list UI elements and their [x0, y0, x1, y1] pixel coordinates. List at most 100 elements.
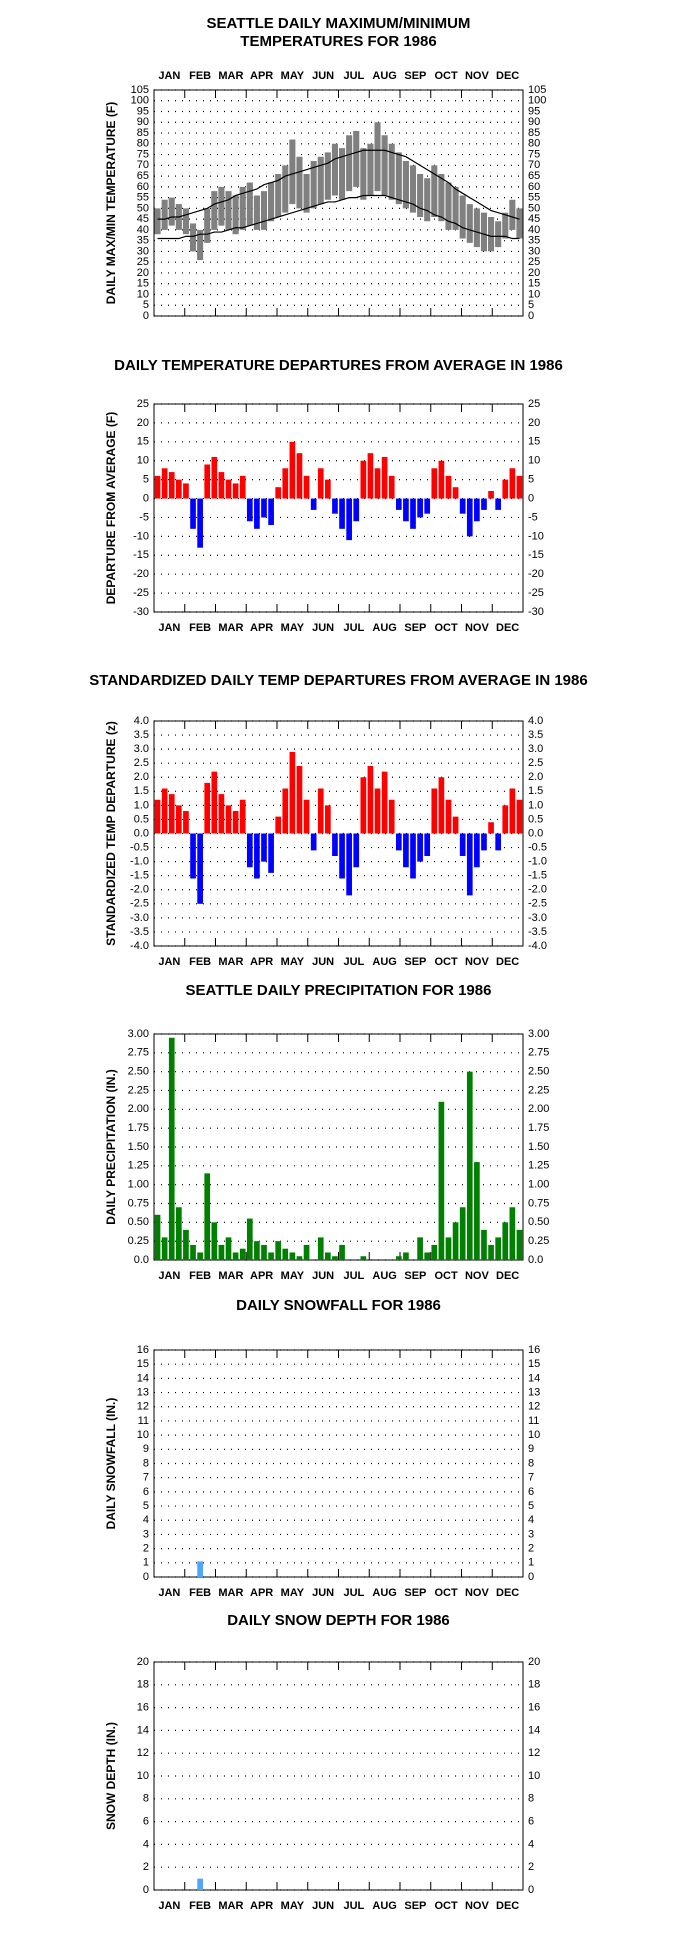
y-tick-label: -15 [133, 549, 149, 561]
bar [239, 475, 246, 499]
y-tick-label: 10 [137, 1429, 149, 1441]
month-label: FEB [189, 1900, 211, 1912]
bar [218, 472, 225, 499]
month-label: DEC [496, 1587, 519, 1599]
month-label: NOV [465, 1270, 490, 1282]
bar [289, 441, 296, 499]
y-tick-label-right: 1 [528, 1557, 534, 1569]
y-tick-label: 1.25 [128, 1160, 149, 1172]
bar [431, 788, 438, 834]
y-tick-label-right: 15 [528, 278, 540, 290]
bar [495, 1237, 502, 1260]
bar [175, 1207, 182, 1260]
y-tick-label: 95 [137, 105, 149, 117]
chart-title: TEMPERATURES FOR 1986 [240, 33, 436, 50]
month-label: MAY [281, 1900, 305, 1912]
y-tick-label: 20 [137, 267, 149, 279]
bar [353, 833, 360, 868]
y-tick-label-right: 70 [528, 159, 540, 171]
bar [218, 1244, 225, 1260]
y-tick-label: 65 [137, 170, 149, 182]
y-tick-label: 4.0 [134, 715, 149, 727]
bar [175, 479, 182, 499]
month-label: APR [250, 622, 273, 634]
month-label: JUN [312, 1270, 334, 1282]
y-tick-label-right: 1.75 [528, 1122, 549, 1134]
chart-title: DAILY TEMPERATURE DEPARTURES FROM AVERAG… [114, 357, 563, 374]
chart-title: SEATTLE DAILY MAXIMUM/MINIMUM [207, 15, 471, 32]
y-tick-label: -1.0 [130, 856, 149, 868]
y-tick-label: 60 [137, 181, 149, 193]
y-tick-label: 25 [137, 256, 149, 268]
y-tick-label-right: 20 [528, 267, 540, 279]
bar [289, 751, 296, 834]
bar [239, 1248, 246, 1260]
y-tick-label: 0 [143, 1884, 149, 1896]
y-tick-label: 3.5 [134, 729, 149, 741]
bar [424, 833, 431, 856]
y-axis-label: DEPARTURE FROM AVERAGE (F) [104, 412, 118, 604]
chart: DAILY SNOWFALL FOR 1986 DAILY SNOWFALL (I… [104, 1297, 540, 1599]
bar [239, 799, 246, 834]
bar [395, 1256, 402, 1260]
bar [332, 833, 338, 856]
bar [339, 833, 345, 879]
y-tick-label: -3.5 [130, 926, 149, 938]
bar [417, 833, 423, 862]
bar [232, 811, 239, 834]
y-tick-label-right: 1.50 [528, 1141, 549, 1153]
bar [339, 1244, 345, 1260]
bar [325, 1252, 331, 1260]
bar [232, 483, 239, 499]
y-tick-label-right: 2.5 [528, 757, 543, 769]
y-tick-label-right: 2 [528, 1861, 534, 1873]
plot-area [153, 1661, 524, 1891]
y-tick-label-right: 15 [528, 436, 540, 448]
y-tick-label-right: 2.50 [528, 1066, 549, 1078]
y-tick-label-right: 1.0 [528, 799, 543, 811]
y-tick-label: 50 [137, 202, 149, 214]
bar [403, 498, 409, 522]
y-tick-label: 0.75 [128, 1197, 149, 1209]
bar [261, 833, 267, 862]
y-tick-label: 25 [137, 398, 149, 410]
y-tick-label: 45 [137, 213, 149, 225]
bar [381, 456, 388, 499]
y-tick-label-right: -1.0 [528, 856, 547, 868]
y-tick-label-right: 10 [528, 288, 540, 300]
bar [183, 811, 189, 834]
y-tick-label: 4 [143, 1514, 149, 1526]
bar [381, 771, 388, 834]
y-tick-label: 0.50 [128, 1216, 149, 1228]
y-tick-label-right: 40 [528, 224, 540, 236]
bar [254, 498, 260, 529]
y-tick-label-right: 2.0 [528, 771, 543, 783]
y-tick-label-right: 35 [528, 235, 540, 247]
y-tick-label-right: 3.0 [528, 743, 543, 755]
bar [346, 498, 352, 541]
plot-area [153, 89, 524, 317]
y-tick-label-right: 13 [528, 1386, 540, 1398]
bar [424, 498, 431, 514]
month-label: NOV [465, 70, 490, 82]
bar [481, 498, 487, 510]
y-tick-label: 2.25 [128, 1084, 149, 1096]
y-tick-label-right: -15 [528, 549, 544, 561]
bar [275, 487, 282, 499]
y-tick-label-right: 2.75 [528, 1047, 549, 1059]
y-tick-label: 16 [137, 1344, 149, 1356]
bar [161, 788, 168, 834]
bar [310, 833, 317, 851]
month-label: NOV [465, 1900, 490, 1912]
month-label: OCT [435, 70, 459, 82]
y-tick-label-right: 12 [528, 1747, 540, 1759]
y-tick-label: 1.00 [128, 1179, 149, 1191]
y-tick-label-right: 0.50 [528, 1216, 549, 1228]
month-label: JUL [343, 622, 364, 634]
bar [516, 799, 523, 834]
y-tick-label: -25 [133, 587, 149, 599]
month-label: FEB [189, 1587, 211, 1599]
month-label: FEB [189, 70, 211, 82]
month-label: JUL [343, 70, 364, 82]
bar [445, 475, 452, 499]
